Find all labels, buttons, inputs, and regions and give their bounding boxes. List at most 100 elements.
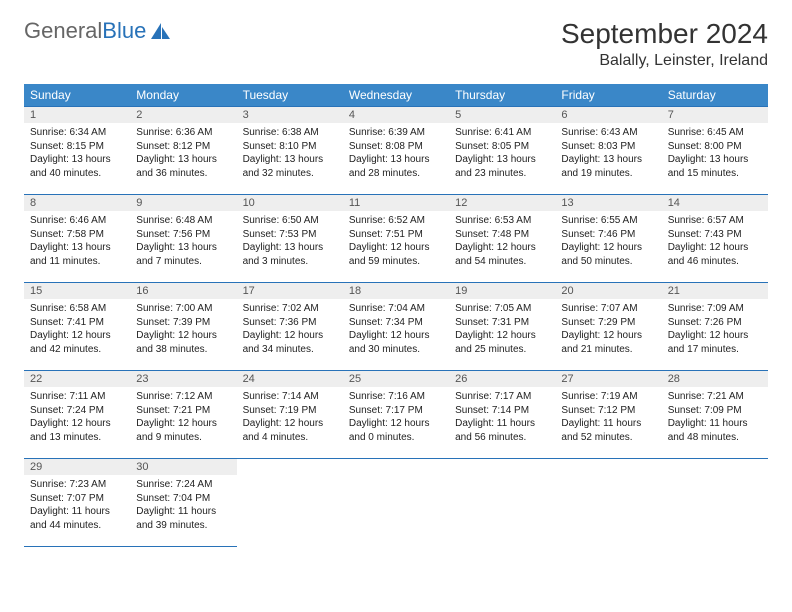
- day-details: Sunrise: 6:48 AMSunset: 7:56 PMDaylight:…: [130, 211, 236, 272]
- calendar-row: 22Sunrise: 7:11 AMSunset: 7:24 PMDayligh…: [24, 371, 768, 459]
- calendar-cell: 1Sunrise: 6:34 AMSunset: 8:15 PMDaylight…: [24, 107, 130, 195]
- logo-sail-icon: [150, 22, 172, 40]
- calendar-cell: 5Sunrise: 6:41 AMSunset: 8:05 PMDaylight…: [449, 107, 555, 195]
- calendar-cell: 12Sunrise: 6:53 AMSunset: 7:48 PMDayligh…: [449, 195, 555, 283]
- calendar-row: 1Sunrise: 6:34 AMSunset: 8:15 PMDaylight…: [24, 107, 768, 195]
- day-number: 29: [24, 459, 130, 475]
- weekday-header: Sunday: [24, 84, 130, 107]
- day-details: Sunrise: 6:53 AMSunset: 7:48 PMDaylight:…: [449, 211, 555, 272]
- location-text: Balally, Leinster, Ireland: [561, 52, 768, 70]
- calendar-cell: [555, 459, 661, 547]
- calendar-cell: 2Sunrise: 6:36 AMSunset: 8:12 PMDaylight…: [130, 107, 236, 195]
- calendar-cell: 6Sunrise: 6:43 AMSunset: 8:03 PMDaylight…: [555, 107, 661, 195]
- day-number: 26: [449, 371, 555, 387]
- logo: GeneralBlue: [24, 18, 172, 44]
- day-number: 13: [555, 195, 661, 211]
- day-number: 20: [555, 283, 661, 299]
- day-number: 19: [449, 283, 555, 299]
- day-number: 5: [449, 107, 555, 123]
- day-number: 25: [343, 371, 449, 387]
- logo-text-gray: General: [24, 18, 102, 44]
- day-details: Sunrise: 6:38 AMSunset: 8:10 PMDaylight:…: [237, 123, 343, 184]
- day-details: Sunrise: 7:00 AMSunset: 7:39 PMDaylight:…: [130, 299, 236, 360]
- calendar-row: 29Sunrise: 7:23 AMSunset: 7:07 PMDayligh…: [24, 459, 768, 547]
- header-row: GeneralBlue September 2024 Balally, Lein…: [24, 18, 768, 70]
- calendar-cell: [237, 459, 343, 547]
- weekday-header: Wednesday: [343, 84, 449, 107]
- day-details: Sunrise: 7:11 AMSunset: 7:24 PMDaylight:…: [24, 387, 130, 448]
- day-number: 18: [343, 283, 449, 299]
- day-number: 27: [555, 371, 661, 387]
- calendar-cell: 29Sunrise: 7:23 AMSunset: 7:07 PMDayligh…: [24, 459, 130, 547]
- weekday-header: Monday: [130, 84, 236, 107]
- day-details: Sunrise: 7:16 AMSunset: 7:17 PMDaylight:…: [343, 387, 449, 448]
- day-details: Sunrise: 6:45 AMSunset: 8:00 PMDaylight:…: [662, 123, 768, 184]
- day-details: Sunrise: 6:46 AMSunset: 7:58 PMDaylight:…: [24, 211, 130, 272]
- day-details: Sunrise: 6:58 AMSunset: 7:41 PMDaylight:…: [24, 299, 130, 360]
- calendar-cell: 23Sunrise: 7:12 AMSunset: 7:21 PMDayligh…: [130, 371, 236, 459]
- day-details: Sunrise: 7:24 AMSunset: 7:04 PMDaylight:…: [130, 475, 236, 536]
- day-number: 28: [662, 371, 768, 387]
- day-details: Sunrise: 7:14 AMSunset: 7:19 PMDaylight:…: [237, 387, 343, 448]
- day-details: Sunrise: 7:02 AMSunset: 7:36 PMDaylight:…: [237, 299, 343, 360]
- day-number: 22: [24, 371, 130, 387]
- day-details: Sunrise: 6:52 AMSunset: 7:51 PMDaylight:…: [343, 211, 449, 272]
- calendar-cell: 7Sunrise: 6:45 AMSunset: 8:00 PMDaylight…: [662, 107, 768, 195]
- calendar-cell: 17Sunrise: 7:02 AMSunset: 7:36 PMDayligh…: [237, 283, 343, 371]
- day-number: 9: [130, 195, 236, 211]
- calendar-cell: [343, 459, 449, 547]
- day-details: Sunrise: 7:05 AMSunset: 7:31 PMDaylight:…: [449, 299, 555, 360]
- calendar-cell: 19Sunrise: 7:05 AMSunset: 7:31 PMDayligh…: [449, 283, 555, 371]
- weekday-header: Tuesday: [237, 84, 343, 107]
- title-block: September 2024 Balally, Leinster, Irelan…: [561, 18, 768, 70]
- day-details: Sunrise: 7:09 AMSunset: 7:26 PMDaylight:…: [662, 299, 768, 360]
- day-details: Sunrise: 7:04 AMSunset: 7:34 PMDaylight:…: [343, 299, 449, 360]
- day-details: Sunrise: 7:21 AMSunset: 7:09 PMDaylight:…: [662, 387, 768, 448]
- calendar-cell: 26Sunrise: 7:17 AMSunset: 7:14 PMDayligh…: [449, 371, 555, 459]
- day-number: 11: [343, 195, 449, 211]
- calendar-cell: 27Sunrise: 7:19 AMSunset: 7:12 PMDayligh…: [555, 371, 661, 459]
- calendar-row: 15Sunrise: 6:58 AMSunset: 7:41 PMDayligh…: [24, 283, 768, 371]
- day-number: 21: [662, 283, 768, 299]
- calendar-table: Sunday Monday Tuesday Wednesday Thursday…: [24, 84, 768, 547]
- calendar-cell: 15Sunrise: 6:58 AMSunset: 7:41 PMDayligh…: [24, 283, 130, 371]
- calendar-cell: [449, 459, 555, 547]
- day-number: 15: [24, 283, 130, 299]
- calendar-cell: 30Sunrise: 7:24 AMSunset: 7:04 PMDayligh…: [130, 459, 236, 547]
- day-details: Sunrise: 6:57 AMSunset: 7:43 PMDaylight:…: [662, 211, 768, 272]
- day-number: 1: [24, 107, 130, 123]
- day-details: Sunrise: 7:12 AMSunset: 7:21 PMDaylight:…: [130, 387, 236, 448]
- day-number: 12: [449, 195, 555, 211]
- day-number: 16: [130, 283, 236, 299]
- calendar-cell: 22Sunrise: 7:11 AMSunset: 7:24 PMDayligh…: [24, 371, 130, 459]
- day-details: Sunrise: 7:23 AMSunset: 7:07 PMDaylight:…: [24, 475, 130, 536]
- logo-text-blue: Blue: [102, 18, 146, 44]
- day-details: Sunrise: 6:55 AMSunset: 7:46 PMDaylight:…: [555, 211, 661, 272]
- day-number: 14: [662, 195, 768, 211]
- calendar-cell: 13Sunrise: 6:55 AMSunset: 7:46 PMDayligh…: [555, 195, 661, 283]
- day-details: Sunrise: 6:43 AMSunset: 8:03 PMDaylight:…: [555, 123, 661, 184]
- month-title: September 2024: [561, 18, 768, 50]
- weekday-header: Saturday: [662, 84, 768, 107]
- day-number: 3: [237, 107, 343, 123]
- day-details: Sunrise: 6:50 AMSunset: 7:53 PMDaylight:…: [237, 211, 343, 272]
- calendar-cell: 8Sunrise: 6:46 AMSunset: 7:58 PMDaylight…: [24, 195, 130, 283]
- weekday-header: Friday: [555, 84, 661, 107]
- weekday-header-row: Sunday Monday Tuesday Wednesday Thursday…: [24, 84, 768, 107]
- day-details: Sunrise: 7:17 AMSunset: 7:14 PMDaylight:…: [449, 387, 555, 448]
- calendar-cell: 11Sunrise: 6:52 AMSunset: 7:51 PMDayligh…: [343, 195, 449, 283]
- day-details: Sunrise: 6:34 AMSunset: 8:15 PMDaylight:…: [24, 123, 130, 184]
- calendar-cell: 10Sunrise: 6:50 AMSunset: 7:53 PMDayligh…: [237, 195, 343, 283]
- weekday-header: Thursday: [449, 84, 555, 107]
- day-number: 24: [237, 371, 343, 387]
- day-number: 4: [343, 107, 449, 123]
- calendar-row: 8Sunrise: 6:46 AMSunset: 7:58 PMDaylight…: [24, 195, 768, 283]
- day-number: 2: [130, 107, 236, 123]
- day-details: Sunrise: 6:39 AMSunset: 8:08 PMDaylight:…: [343, 123, 449, 184]
- calendar-cell: 9Sunrise: 6:48 AMSunset: 7:56 PMDaylight…: [130, 195, 236, 283]
- day-number: 10: [237, 195, 343, 211]
- calendar-cell: 14Sunrise: 6:57 AMSunset: 7:43 PMDayligh…: [662, 195, 768, 283]
- calendar-cell: 4Sunrise: 6:39 AMSunset: 8:08 PMDaylight…: [343, 107, 449, 195]
- calendar-cell: 3Sunrise: 6:38 AMSunset: 8:10 PMDaylight…: [237, 107, 343, 195]
- calendar-cell: 24Sunrise: 7:14 AMSunset: 7:19 PMDayligh…: [237, 371, 343, 459]
